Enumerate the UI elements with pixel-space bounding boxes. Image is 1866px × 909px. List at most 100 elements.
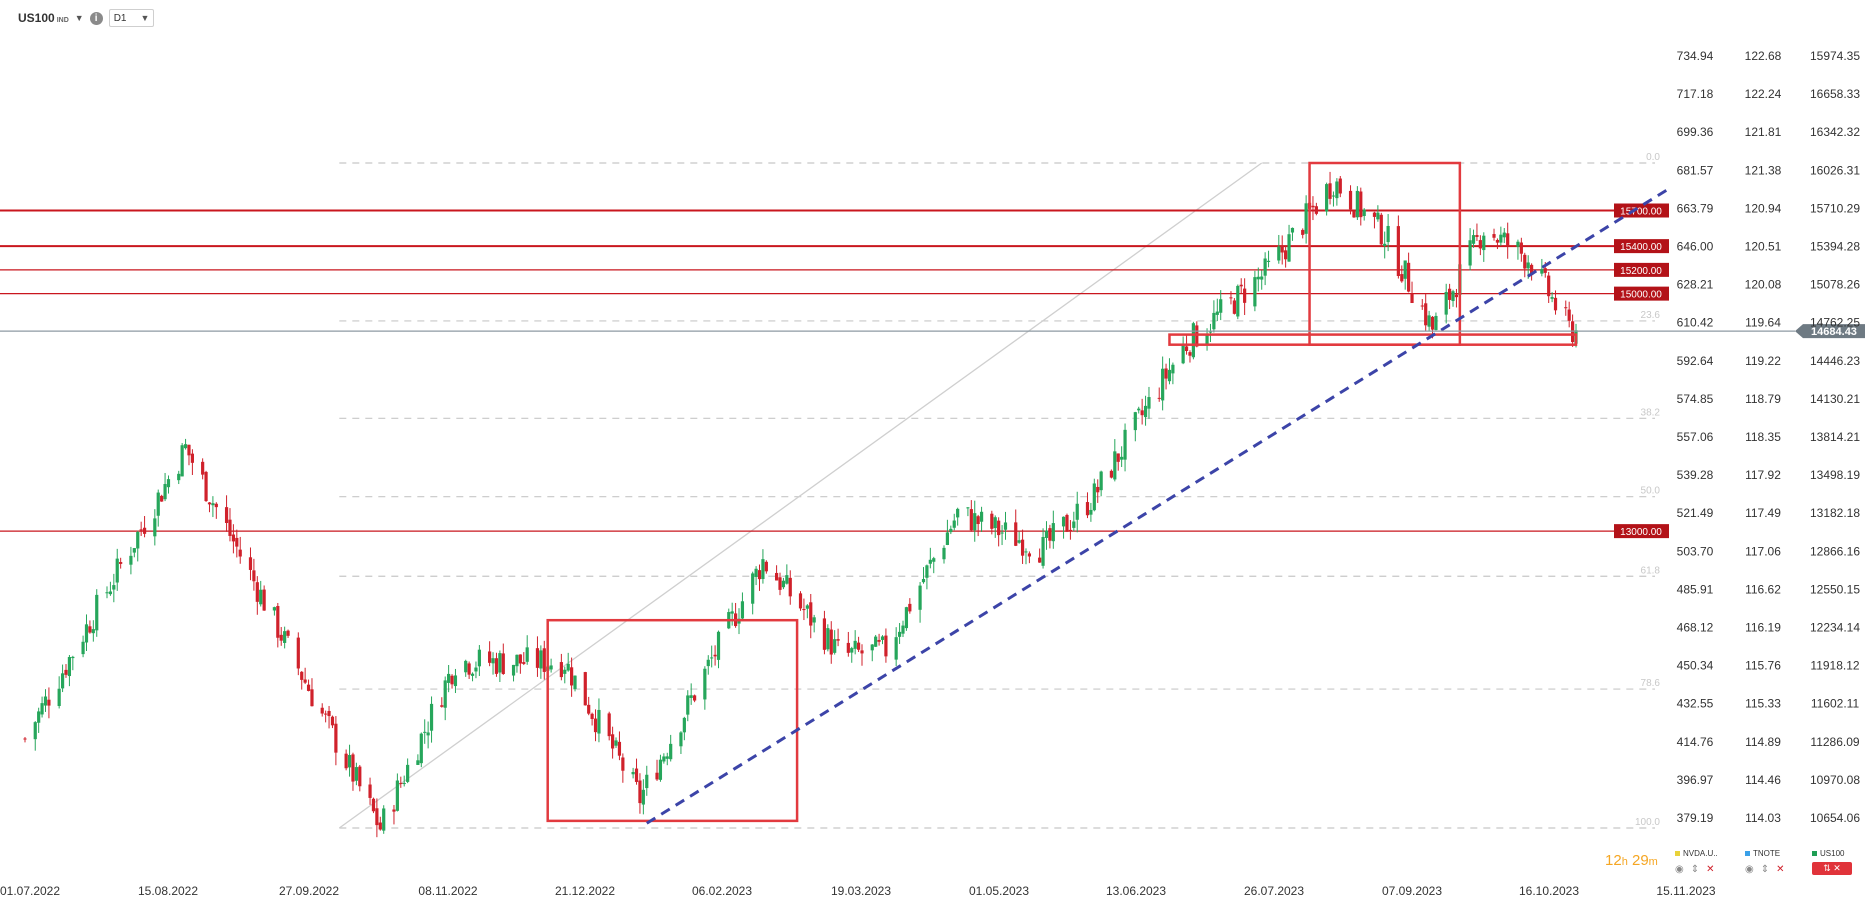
legend-item-nvda[interactable]: NVDA.U.. [1675,849,1718,858]
candle [614,740,618,746]
price-axis-tick: 14130.21 [1810,392,1860,406]
candle [669,743,673,760]
candle [590,713,594,720]
price-axis-tick: 16026.31 [1810,163,1860,177]
candle [272,607,276,611]
remove-icon[interactable]: ✕ [1706,864,1715,875]
axis2-tick: 120.51 [1745,240,1782,254]
candle [1263,258,1267,276]
legend-item-us100[interactable]: US100 [1812,849,1844,858]
candle [1530,264,1534,276]
us100-controls[interactable]: ⇅ ✕ [1812,862,1852,875]
axis2-tick: 122.24 [1745,87,1782,101]
candle [1236,285,1240,317]
candle [1260,276,1264,280]
axis1-tick: 450.34 [1677,659,1714,673]
candle [617,741,622,756]
candle [884,635,888,657]
x-axis-tick: 21.12.2022 [555,884,615,898]
candle [228,519,232,536]
candle [812,617,816,623]
candle [566,663,570,671]
legend-item-tnote[interactable]: TNOTE [1745,849,1780,858]
candle [1044,530,1049,538]
candle [112,585,116,590]
candle [969,509,973,531]
candle [822,618,827,650]
candle [860,650,864,654]
candle [942,547,946,560]
candle [518,654,522,664]
eye-icon[interactable]: ◉ [1745,864,1754,875]
nvda-controls: ◉ ⇕ ✕ [1675,864,1715,875]
x-axis-tick: 16.10.2023 [1519,884,1579,898]
candle [371,798,376,812]
axis1-tick: 592.64 [1677,354,1714,368]
info-icon[interactable]: i [89,11,103,25]
candle [1284,250,1288,260]
x-axis-tick: 07.09.2023 [1382,884,1442,898]
reorder-icon[interactable]: ⇕ [1690,864,1700,875]
symbol-name[interactable]: US100 IND [18,11,69,25]
symbol-dropdown-icon[interactable]: ▼ [74,13,84,23]
reorder-icon[interactable]: ⇕ [1760,864,1770,875]
axis2-tick: 115.33 [1745,697,1781,711]
price-axis-tick: 11286.09 [1810,735,1859,749]
candle [1290,227,1295,233]
candle [286,630,290,636]
candle [204,471,208,502]
candle [1311,205,1315,208]
remove-icon[interactable]: ✕ [1776,864,1785,875]
candle [467,663,471,675]
remove-icon[interactable]: ✕ [1833,863,1841,873]
candle [1540,269,1544,274]
candle [105,592,109,594]
candle [498,653,502,673]
candle [450,675,454,685]
candle [440,705,444,707]
axis2-tick: 116.62 [1745,582,1781,596]
candle [1495,239,1500,243]
nvda-color-swatch [1675,851,1680,856]
candle [952,520,956,528]
fib-level-label: 0.0 [1646,152,1660,163]
candle [621,757,625,771]
eye-icon[interactable]: ◉ [1675,864,1684,875]
settings-icon[interactable]: ⇅ [1823,863,1831,873]
candle [470,673,475,676]
candle [1516,241,1520,247]
candle [1451,291,1455,302]
candle [1212,312,1216,330]
axis2-tick: 122.68 [1745,49,1782,63]
candle [23,738,27,740]
candle [1116,453,1120,462]
axis1-tick: 734.94 [1677,49,1714,63]
candle [1526,262,1530,269]
candle [235,537,239,547]
price-axis-tick: 15710.29 [1810,201,1860,215]
timeframe-select[interactable]: D1 ▼ [108,9,155,27]
highlight-box [546,618,799,823]
candle [703,668,707,700]
candle [781,580,786,588]
candle [634,768,639,782]
candle [788,577,792,597]
candle [1181,344,1185,364]
uptrend-line [645,187,1670,825]
candle [1478,240,1482,249]
candle [1014,522,1018,546]
candle [638,780,642,804]
candle [785,575,789,584]
candle [925,565,929,578]
candle [990,513,994,529]
candle [248,557,253,570]
x-axis-tick: 08.11.2022 [418,884,477,898]
candle [1553,297,1558,311]
axis1-tick: 468.12 [1677,621,1714,635]
level-tag [1614,524,1669,539]
candle [1499,234,1503,243]
candle [276,606,280,638]
candle [494,658,499,674]
candle [976,516,980,525]
